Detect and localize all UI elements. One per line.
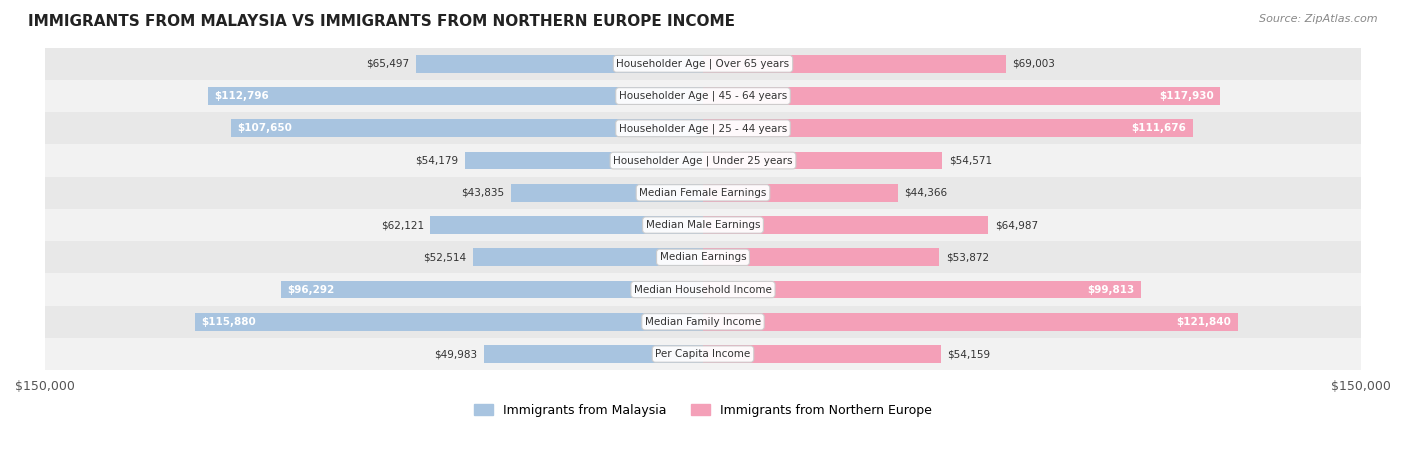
Bar <box>45 177 1361 209</box>
Bar <box>484 345 703 363</box>
Text: Source: ZipAtlas.com: Source: ZipAtlas.com <box>1260 14 1378 24</box>
Text: Median Family Income: Median Family Income <box>645 317 761 327</box>
Bar <box>703 248 939 266</box>
Bar <box>194 313 703 331</box>
Bar <box>45 144 1361 177</box>
Bar <box>45 306 1361 338</box>
Text: Median Household Income: Median Household Income <box>634 284 772 295</box>
Bar <box>45 80 1361 112</box>
Text: $65,497: $65,497 <box>366 59 409 69</box>
Text: $99,813: $99,813 <box>1087 284 1135 295</box>
Bar <box>45 274 1361 306</box>
Text: $107,650: $107,650 <box>238 123 292 133</box>
Bar <box>45 209 1361 241</box>
Text: $54,571: $54,571 <box>949 156 993 166</box>
Text: $62,121: $62,121 <box>381 220 423 230</box>
Text: $43,835: $43,835 <box>461 188 505 198</box>
Text: $96,292: $96,292 <box>287 284 335 295</box>
Text: Median Earnings: Median Earnings <box>659 252 747 262</box>
Text: Householder Age | Over 65 years: Householder Age | Over 65 years <box>616 58 790 69</box>
Bar <box>45 48 1361 80</box>
Bar <box>430 216 703 234</box>
Bar <box>703 55 1005 73</box>
Text: Per Capita Income: Per Capita Income <box>655 349 751 359</box>
Text: $112,796: $112,796 <box>215 91 270 101</box>
Bar <box>208 87 703 105</box>
Bar <box>231 120 703 137</box>
Text: $64,987: $64,987 <box>994 220 1038 230</box>
Legend: Immigrants from Malaysia, Immigrants from Northern Europe: Immigrants from Malaysia, Immigrants fro… <box>470 399 936 422</box>
Text: $52,514: $52,514 <box>423 252 465 262</box>
Text: $111,676: $111,676 <box>1132 123 1187 133</box>
Text: $54,159: $54,159 <box>948 349 990 359</box>
Text: $121,840: $121,840 <box>1175 317 1230 327</box>
Text: $44,366: $44,366 <box>904 188 948 198</box>
Bar <box>703 87 1220 105</box>
Bar <box>465 152 703 170</box>
Bar <box>510 184 703 202</box>
Bar <box>703 152 942 170</box>
Text: $53,872: $53,872 <box>946 252 988 262</box>
Bar <box>703 345 941 363</box>
Text: Householder Age | 45 - 64 years: Householder Age | 45 - 64 years <box>619 91 787 101</box>
Bar <box>472 248 703 266</box>
Bar <box>703 184 897 202</box>
Bar <box>45 338 1361 370</box>
Text: $49,983: $49,983 <box>434 349 477 359</box>
Bar <box>703 281 1140 298</box>
Text: Median Female Earnings: Median Female Earnings <box>640 188 766 198</box>
Text: Median Male Earnings: Median Male Earnings <box>645 220 761 230</box>
Text: IMMIGRANTS FROM MALAYSIA VS IMMIGRANTS FROM NORTHERN EUROPE INCOME: IMMIGRANTS FROM MALAYSIA VS IMMIGRANTS F… <box>28 14 735 29</box>
Bar <box>416 55 703 73</box>
Bar <box>45 241 1361 274</box>
Bar <box>703 120 1192 137</box>
Text: $117,930: $117,930 <box>1159 91 1213 101</box>
Text: $54,179: $54,179 <box>416 156 458 166</box>
Text: Householder Age | 25 - 44 years: Householder Age | 25 - 44 years <box>619 123 787 134</box>
Text: $115,880: $115,880 <box>201 317 256 327</box>
Text: Householder Age | Under 25 years: Householder Age | Under 25 years <box>613 156 793 166</box>
Text: $69,003: $69,003 <box>1012 59 1054 69</box>
Bar <box>703 216 988 234</box>
Bar <box>45 112 1361 144</box>
Bar <box>281 281 703 298</box>
Bar <box>703 313 1237 331</box>
